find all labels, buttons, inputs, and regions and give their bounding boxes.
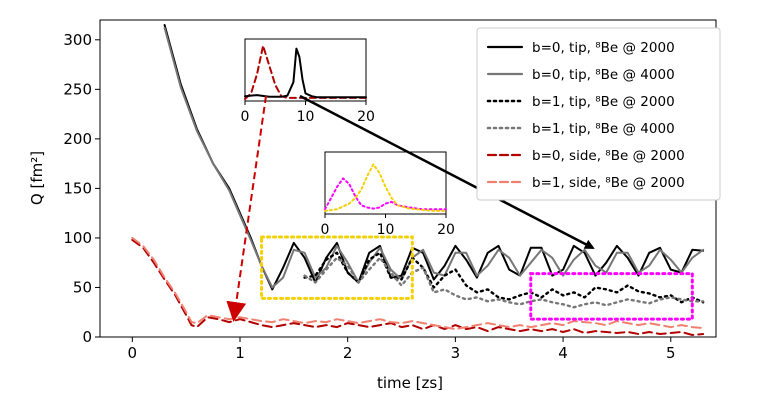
legend-frame bbox=[476, 27, 721, 201]
lower-inset-lines bbox=[324, 163, 447, 212]
x-tick-label: 1 bbox=[235, 344, 245, 362]
highlight-boxes bbox=[260, 235, 694, 321]
x-tick-label: 5 bbox=[666, 344, 676, 362]
legend-label-5: b=0, side, ⁸Be @ 2000 bbox=[532, 148, 685, 164]
legend-label-6: b=1, side, ⁸Be @ 2000 bbox=[532, 175, 685, 191]
legend-label-4: b=1, tip, ⁸Be @ 4000 bbox=[532, 121, 675, 137]
y-tick-label: 200 bbox=[63, 130, 92, 148]
y-tick-label: 50 bbox=[73, 278, 92, 296]
y-tick-label: 250 bbox=[63, 80, 92, 98]
upper-inset: 0 10 20 bbox=[241, 38, 375, 125]
x-axis-ticks: 0 1 2 3 4 5 bbox=[128, 337, 676, 362]
x-tick-label: 4 bbox=[558, 344, 568, 362]
legend-label-2: b=0, tip, ⁸Be @ 4000 bbox=[532, 67, 675, 83]
lower-inset-tick-label: 10 bbox=[377, 222, 395, 238]
x-tick-label: 2 bbox=[343, 344, 353, 362]
series-line-4 bbox=[303, 256, 705, 309]
highlight-box-1 bbox=[260, 235, 414, 300]
y-axis-label: Q [fm²] bbox=[28, 151, 46, 205]
upper-inset-tick-label: 10 bbox=[297, 109, 315, 125]
series-line-6 bbox=[131, 236, 705, 331]
y-axis-ticks: 0 50 100 150 200 250 300 bbox=[63, 31, 100, 346]
black-arrow bbox=[299, 94, 595, 250]
upper-inset-ticks: 0 10 20 bbox=[241, 101, 375, 125]
y-tick-label: 150 bbox=[63, 179, 92, 197]
x-tick-label: 3 bbox=[451, 344, 461, 362]
y-tick-label: 300 bbox=[63, 31, 92, 49]
series-line-3 bbox=[303, 251, 705, 304]
legend: b=0, tip, ⁸Be @ 2000 b=0, tip, ⁸Be @ 4000… bbox=[476, 27, 721, 201]
x-tick-label: 0 bbox=[128, 344, 138, 362]
lower-inset-ticks: 0 10 20 bbox=[321, 214, 455, 238]
upper-inset-tick-label: 0 bbox=[241, 109, 250, 125]
highlight-box-2 bbox=[529, 272, 694, 321]
legend-items: b=0, tip, ⁸Be @ 2000 b=0, tip, ⁸Be @ 4000… bbox=[486, 40, 685, 191]
series-line-1 bbox=[163, 24, 705, 291]
lower-inset-curve-2 bbox=[324, 163, 447, 212]
y-tick-label: 100 bbox=[63, 229, 92, 247]
upper-inset-tick-label: 20 bbox=[357, 109, 375, 125]
legend-label-1: b=0, tip, ⁸Be @ 2000 bbox=[532, 40, 675, 56]
main-lines bbox=[131, 24, 705, 336]
lower-inset-tick-label: 20 bbox=[437, 222, 455, 238]
upper-inset-lines bbox=[244, 44, 367, 100]
red-arrow bbox=[226, 95, 267, 322]
upper-inset-curve-2 bbox=[244, 47, 367, 99]
x-axis-label: time [zs] bbox=[377, 374, 443, 392]
series-line-5 bbox=[131, 238, 705, 336]
y-tick-label: 0 bbox=[82, 328, 92, 346]
lower-inset-tick-label: 0 bbox=[321, 222, 330, 238]
legend-label-3: b=1, tip, ⁸Be @ 2000 bbox=[532, 94, 675, 110]
